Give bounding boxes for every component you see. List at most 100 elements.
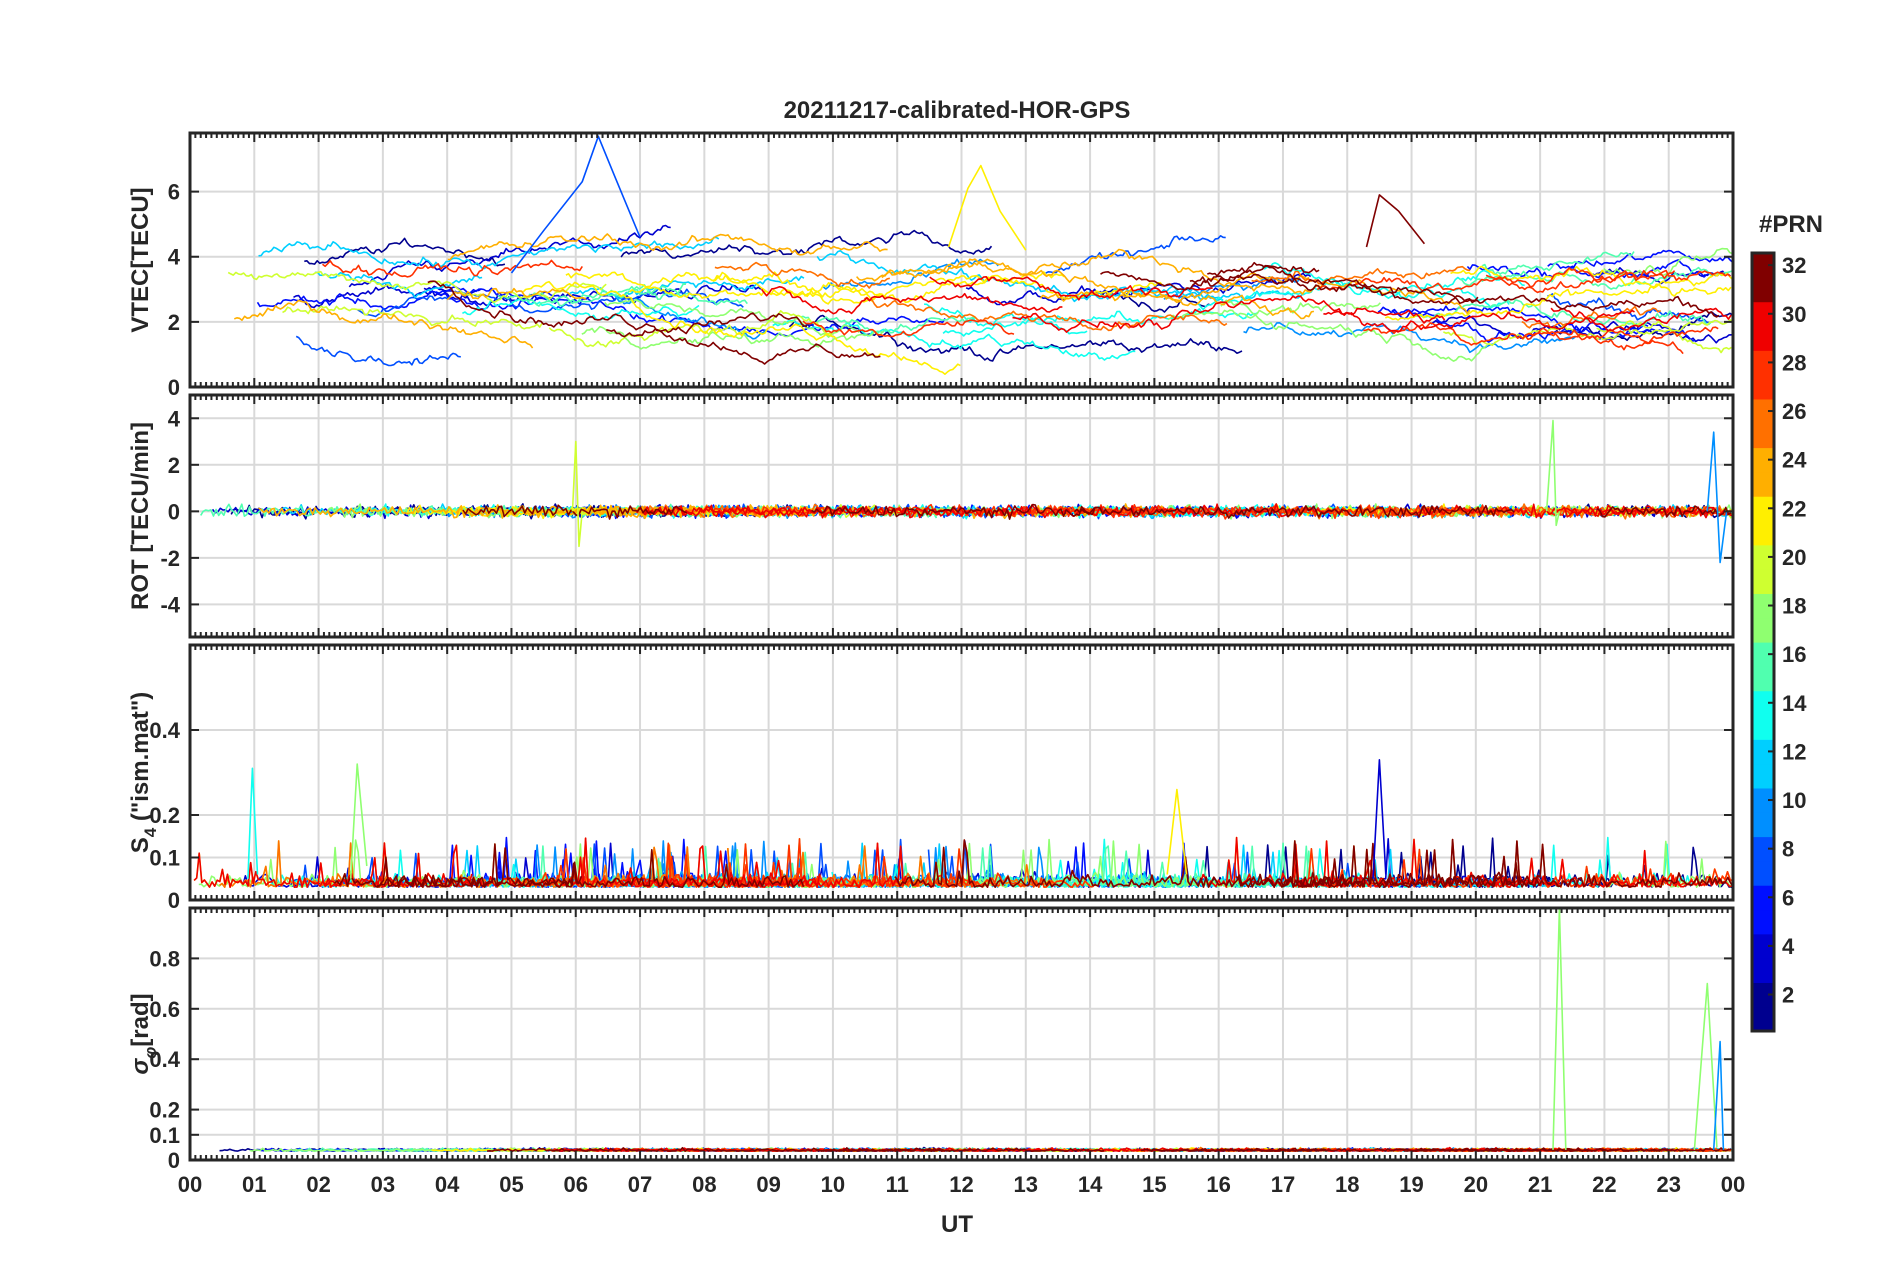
trace-prn-5 <box>1547 249 1734 270</box>
y-tick-label: -2 <box>160 546 180 571</box>
colorbar-tick-label: 8 <box>1782 837 1794 862</box>
y-axis-label-main: VTEC[TECU] <box>127 187 154 332</box>
trace-prn-23 <box>446 287 587 301</box>
x-tick-label: 16 <box>1206 1172 1230 1197</box>
trace-prn-23 <box>233 299 534 349</box>
y-tick-label: 0.2 <box>149 803 180 828</box>
x-tick-label: 00 <box>1721 1172 1745 1197</box>
trace-prn-13 <box>462 298 700 321</box>
x-tick-label: 03 <box>371 1172 395 1197</box>
colorbar-segment <box>1752 909 1774 935</box>
trace-rot-spike <box>571 440 583 548</box>
y-tick-label: 0.4 <box>149 718 180 743</box>
series-s4 <box>193 758 1734 889</box>
trace-prn-31 <box>333 856 583 889</box>
colorbar-label: #PRN <box>1759 211 1823 238</box>
y-tick-label: 6 <box>168 180 180 205</box>
y-tick-label: 0.1 <box>149 846 180 871</box>
colorbar-segment <box>1752 277 1774 303</box>
x-tick-label: 02 <box>306 1172 330 1197</box>
ticks-vtec <box>189 133 1734 388</box>
grid-sigma <box>190 908 1733 1161</box>
y-tick-label: 0.6 <box>149 997 180 1022</box>
colorbar-tick-label: 6 <box>1782 885 1794 910</box>
trace-prn-19 <box>227 270 607 304</box>
colorbar-segment <box>1752 787 1774 813</box>
trace-prn-32 <box>1073 504 1515 519</box>
trace-prn-32 <box>815 1147 1105 1152</box>
y-tick-labels-sigma: 00.10.2 0.4 0.6 0.8 <box>149 946 180 1173</box>
series-vtec <box>227 135 1734 376</box>
colorbar-tick-label: 18 <box>1782 594 1806 619</box>
y-axis-label-subscript: φ <box>141 1047 160 1059</box>
y-axis-label-suffix: [rad] <box>127 993 154 1046</box>
trace-prn-14 <box>772 319 1136 361</box>
panel-vtec: 0 2 4 6 VTEC[TECU] <box>127 131 1735 400</box>
colorbar-tick-label: 2 <box>1782 983 1794 1008</box>
trace-prn-31 <box>1235 840 1545 889</box>
colorbar-segment <box>1752 617 1774 643</box>
x-tick-label: 17 <box>1271 1172 1295 1197</box>
trace-s4-peak3 <box>247 767 259 879</box>
y-tick-label: 4 <box>168 245 181 270</box>
trace-vtec-peak <box>510 135 641 274</box>
trace-prn-14 <box>1197 269 1525 311</box>
trace-prn-32 <box>811 503 1096 520</box>
y-tick-label: 0 <box>168 888 180 913</box>
x-tick-labels: 00 01 02 03 04 05 06 07 08 09 10 11 12 13 14 15 16 17 18 19… <box>178 1172 1745 1197</box>
x-tick-label: 21 <box>1528 1172 1552 1197</box>
y-tick-label: 0.8 <box>149 946 180 971</box>
trace-prn-23 <box>258 504 718 519</box>
y-tick-label: 4 <box>168 406 181 431</box>
trace-prn-31 <box>1189 261 1479 305</box>
trace-prn-22 <box>629 271 1065 300</box>
x-tick-label: 19 <box>1399 1172 1423 1197</box>
x-tick-label: 08 <box>692 1172 716 1197</box>
y-tick-label: -4 <box>160 592 180 617</box>
trace-prn-28 <box>1363 322 1719 346</box>
trace-prn-15 <box>497 283 748 307</box>
x-tick-label: 12 <box>949 1172 973 1197</box>
y-tick-label: 2 <box>168 453 180 478</box>
y-axis-label-main: σ <box>127 1058 154 1075</box>
colorbar-segment <box>1752 836 1774 862</box>
y-axis-label-rot: ROT [TECU/min] <box>127 422 154 610</box>
trace-prn-14 <box>924 303 1259 327</box>
chart-title: 20211217-calibrated-HOR-GPS <box>784 97 1131 124</box>
y-tick-label: 0.1 <box>149 1123 180 1148</box>
x-tick-label: 11 <box>886 1172 909 1197</box>
trace-prn-12 <box>1076 285 1224 302</box>
trace-prn-2 <box>1081 288 1212 313</box>
trace-prn-22 <box>1450 265 1732 297</box>
trace-prn-29 <box>995 503 1344 519</box>
panel-rot: -4 -2 0 2 4 ROT [TECU/min] <box>127 393 1735 639</box>
trace-prn-31 <box>462 504 688 520</box>
colorbar-tick-label: 32 <box>1782 253 1806 278</box>
x-tick-label: 14 <box>1078 1172 1103 1197</box>
x-tick-label: 10 <box>821 1172 845 1197</box>
trace-s4-peak2 <box>349 763 368 879</box>
y-axis-label-main: ROT [TECU/min] <box>127 422 154 610</box>
colorbar-segment <box>1752 958 1774 983</box>
trace-sigma-spike3 <box>1712 1040 1725 1150</box>
trace-prn-30 <box>1550 307 1732 332</box>
trace-rot-spike3 <box>1706 431 1728 564</box>
trace-prn-18 <box>1167 309 1488 362</box>
colorbar-segment <box>1752 496 1774 522</box>
x-tick-label: 18 <box>1335 1172 1359 1197</box>
x-tick-label: 04 <box>435 1172 460 1197</box>
y-axis-label-subscript: 4 <box>141 827 160 837</box>
colorbar-tick-label: 10 <box>1782 788 1806 813</box>
ticks-sigma <box>189 908 1734 1161</box>
trace-prn-29 <box>1012 295 1446 333</box>
panel-sigma: 00.10.2 0.4 0.6 0.8 σφ[rad] <box>127 906 1735 1173</box>
grid-rot <box>190 395 1733 637</box>
trace-prn-32 <box>606 312 808 338</box>
colorbar-segment <box>1752 933 1774 959</box>
colorbar-segment <box>1752 642 1774 667</box>
x-tick-label: 06 <box>564 1172 588 1197</box>
y-tick-label: 0 <box>168 375 180 400</box>
colorbar-segment <box>1752 1006 1774 1032</box>
